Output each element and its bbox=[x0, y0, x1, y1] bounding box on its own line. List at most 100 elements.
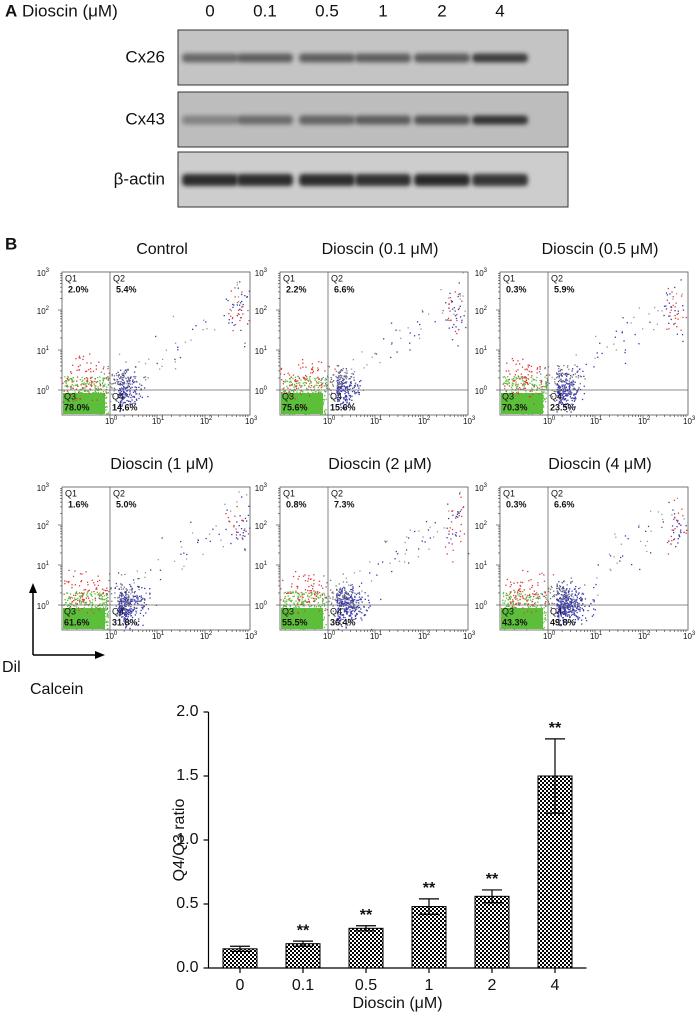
event-dot bbox=[124, 612, 126, 614]
event-dot bbox=[134, 603, 136, 605]
event-dot bbox=[120, 395, 122, 397]
event-dot bbox=[161, 537, 163, 539]
event-dot bbox=[105, 409, 107, 411]
event-dot bbox=[97, 575, 99, 577]
event-dot bbox=[79, 621, 81, 624]
event-dot bbox=[81, 609, 83, 611]
event-dot bbox=[122, 616, 124, 618]
event-dot bbox=[105, 601, 107, 603]
event-dot bbox=[295, 606, 297, 608]
event-dot bbox=[350, 602, 352, 604]
event-dot bbox=[509, 593, 511, 595]
event-dot bbox=[561, 381, 563, 383]
event-dot bbox=[97, 412, 99, 415]
event-dot bbox=[558, 609, 560, 612]
event-dot bbox=[531, 400, 533, 403]
event-dot bbox=[88, 604, 90, 607]
event-dot bbox=[505, 624, 507, 626]
event-dot bbox=[524, 377, 526, 379]
event-dot bbox=[358, 596, 361, 598]
event-dot bbox=[517, 388, 519, 390]
event-dot bbox=[505, 377, 507, 379]
y-tick-label: 100 bbox=[255, 386, 268, 397]
event-dot bbox=[678, 535, 680, 537]
event-dot bbox=[298, 377, 301, 380]
event-dot bbox=[574, 373, 576, 375]
event-dot bbox=[342, 616, 345, 618]
event-dot bbox=[647, 525, 650, 528]
event-dot bbox=[540, 381, 542, 384]
event-dot bbox=[314, 377, 316, 380]
event-dot bbox=[129, 629, 131, 631]
event-dot bbox=[556, 621, 558, 623]
event-dot bbox=[541, 623, 543, 625]
y-tick-label: 100 bbox=[475, 601, 488, 612]
event-dot bbox=[349, 396, 352, 398]
event-dot bbox=[145, 592, 147, 594]
event-dot bbox=[505, 390, 508, 393]
event-dot bbox=[305, 591, 307, 594]
event-dot bbox=[89, 388, 91, 390]
event-dot bbox=[126, 598, 128, 600]
event-dot bbox=[74, 584, 76, 586]
event-dot bbox=[103, 589, 105, 591]
event-dot bbox=[290, 609, 292, 611]
event-dot bbox=[346, 581, 348, 583]
event-dot bbox=[391, 342, 393, 344]
event-dot bbox=[300, 393, 302, 396]
event-dot bbox=[569, 616, 571, 618]
event-dot bbox=[113, 406, 115, 408]
event-dot bbox=[344, 598, 347, 600]
event-dot bbox=[127, 384, 129, 387]
event-dot bbox=[512, 360, 514, 362]
event-dot bbox=[564, 613, 566, 615]
event-dot bbox=[353, 607, 355, 609]
event-dot bbox=[120, 613, 122, 615]
event-dot bbox=[536, 367, 539, 369]
event-dot bbox=[680, 532, 682, 534]
event-dot bbox=[521, 410, 524, 412]
event-dot bbox=[338, 376, 340, 378]
event-dot bbox=[345, 398, 348, 400]
event-dot bbox=[102, 618, 104, 620]
event-dot bbox=[95, 365, 97, 367]
event-dot bbox=[301, 617, 303, 619]
event-dot bbox=[345, 395, 347, 397]
event-dot bbox=[566, 395, 568, 397]
event-dot bbox=[93, 383, 95, 385]
blot-band bbox=[472, 53, 528, 63]
event-dot bbox=[316, 398, 319, 400]
event-dot bbox=[503, 602, 506, 604]
event-dot bbox=[554, 381, 556, 383]
event-dot bbox=[324, 410, 326, 412]
y-tick-label: 102 bbox=[255, 306, 268, 317]
event-dot bbox=[559, 607, 561, 609]
event-dot bbox=[517, 383, 519, 385]
event-dot bbox=[128, 400, 130, 402]
event-dot bbox=[535, 607, 537, 609]
event-dot bbox=[645, 530, 647, 532]
event-dot bbox=[544, 592, 546, 594]
event-dot bbox=[540, 613, 542, 615]
event-dot bbox=[348, 606, 350, 608]
event-dot bbox=[289, 628, 291, 631]
event-dot bbox=[313, 579, 315, 581]
quadrant-name: Q2 bbox=[551, 273, 563, 283]
event-dot bbox=[83, 617, 85, 620]
event-dot bbox=[534, 605, 536, 607]
event-dot bbox=[558, 370, 560, 372]
event-dot bbox=[544, 611, 546, 613]
event-dot bbox=[205, 537, 207, 540]
event-dot bbox=[241, 519, 243, 522]
event-dot bbox=[540, 383, 543, 385]
event-dot bbox=[143, 605, 145, 608]
y-tick-label: 101 bbox=[37, 561, 50, 572]
event-dot bbox=[100, 371, 102, 373]
event-dot bbox=[518, 595, 521, 597]
event-dot bbox=[96, 396, 98, 398]
event-dot bbox=[309, 380, 311, 382]
event-dot bbox=[97, 388, 100, 390]
event-dot bbox=[342, 401, 345, 403]
event-dot bbox=[283, 392, 285, 395]
event-dot bbox=[125, 371, 128, 373]
